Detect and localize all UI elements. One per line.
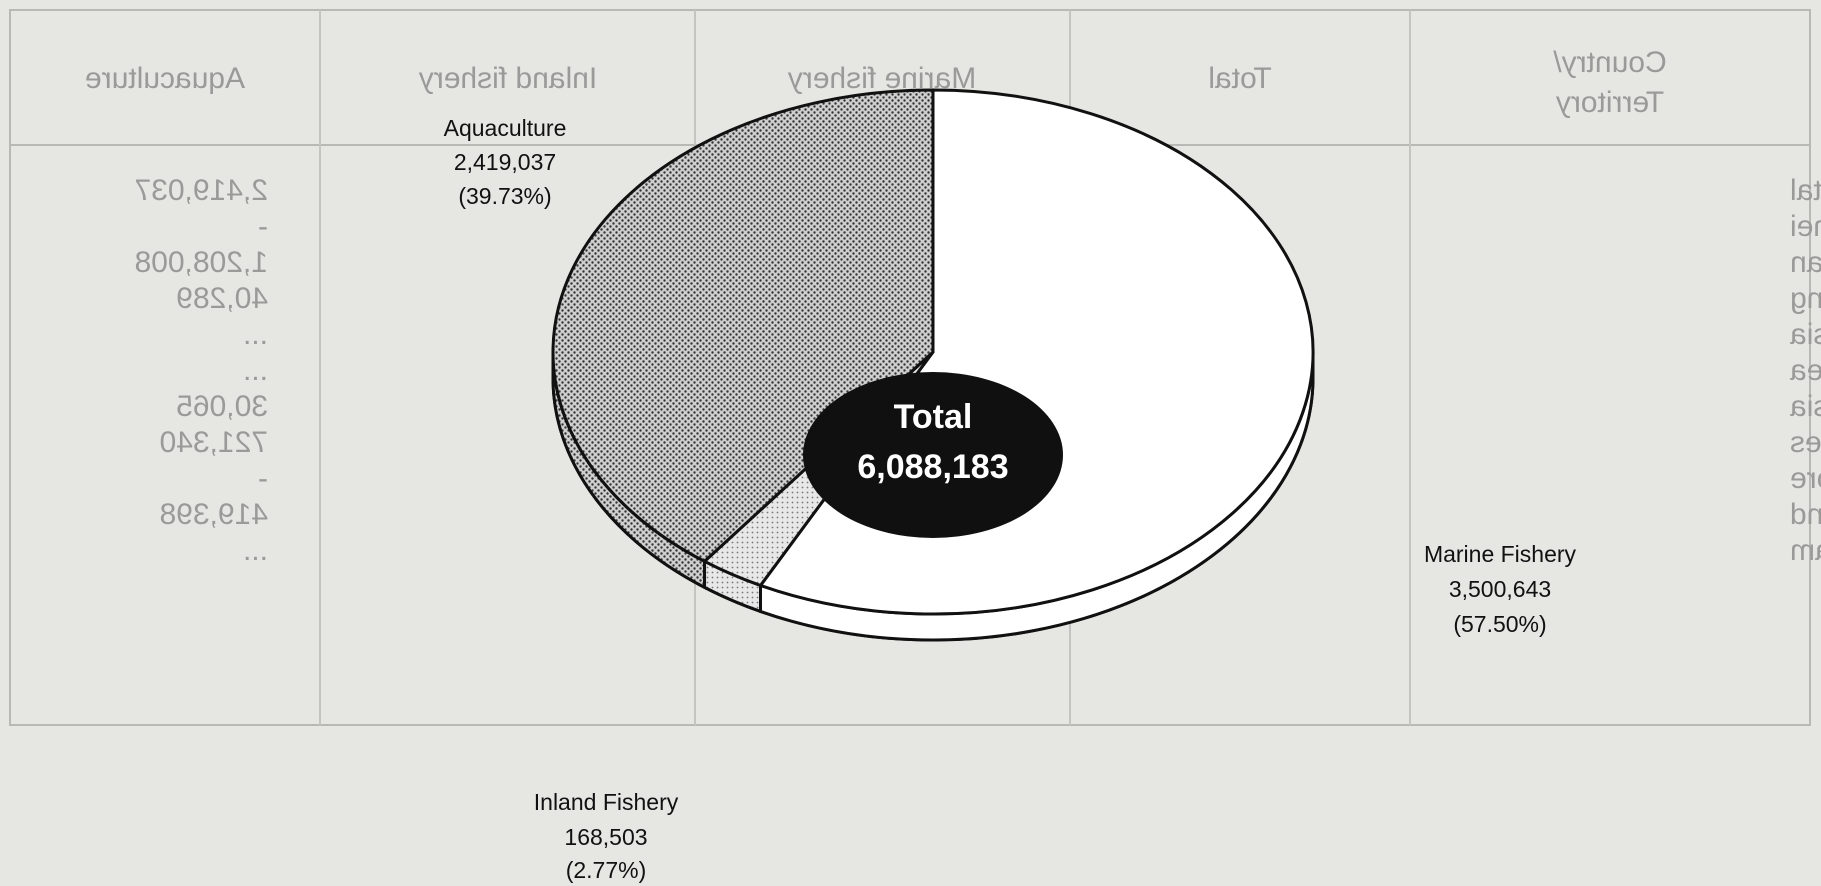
table-aquaculture-cell: 721,340 <box>160 426 268 459</box>
center-value: 6,088,183 <box>857 448 1008 486</box>
table-header-cell: Total <box>1208 62 1271 95</box>
table-aquaculture-cell: 40,289 <box>176 282 268 315</box>
table-header-cell: Aquaculture <box>85 62 245 95</box>
table-header-cell: Inland fishery <box>419 62 597 95</box>
table-country-cell: Kampuchea <box>1790 354 1821 387</box>
aquaculture-value: 2,419,037 <box>454 149 556 175</box>
table-aquaculture-cell: 1,208,008 <box>135 246 268 279</box>
table-aquaculture-cell: 419,398 <box>160 498 268 531</box>
table-country-cell: Singapore <box>1790 462 1821 495</box>
inland-fishery-value: 168,503 <box>564 824 647 850</box>
table-country-cell: Total <box>1790 174 1821 207</box>
table-aquaculture-cell: ... <box>243 534 268 567</box>
table-aquaculture-cell: ... <box>243 354 268 387</box>
table-header-cell: Territory <box>1556 86 1664 119</box>
inland-fishery-label: Inland Fishery <box>534 789 679 815</box>
center-title: Total <box>894 398 973 436</box>
marine-fishery-percent: (57.50%) <box>1453 611 1546 637</box>
marine-fishery-label: Marine Fishery <box>1424 541 1577 567</box>
table-aquaculture-cell: 2,419,037 <box>135 174 268 207</box>
table-country-cell: Malaysia <box>1790 390 1821 423</box>
table-country-cell: Taiwan <box>1790 246 1821 279</box>
table-country-cell: Hong Kong <box>1790 282 1821 315</box>
pie-center-disc <box>803 372 1063 538</box>
marine-fishery-value: 3,500,643 <box>1449 576 1551 602</box>
slice-labels: Aquaculture 2,419,037 (39.73%) Marine Fi… <box>444 115 1577 883</box>
table-country-cell: Brunei <box>1790 210 1821 243</box>
table-country-cell: Viet Nam <box>1790 534 1821 567</box>
pie-slice-aquaculture <box>551 88 935 563</box>
inland-fishery-percent: (2.77%) <box>566 857 647 883</box>
table-country-cell: Philippines <box>1790 426 1821 459</box>
table-header-cell: Country/ <box>1553 46 1667 79</box>
aquaculture-label: Aquaculture <box>444 115 567 141</box>
table-aquaculture-cell: 30,065 <box>176 390 268 423</box>
table-aquaculture-cell: - <box>258 462 268 495</box>
table-country-cell: Indonesia <box>1790 318 1821 351</box>
table-aquaculture-cell: - <box>258 210 268 243</box>
table-border <box>9 9 1811 726</box>
pie-chart: Total 6,088,183 <box>551 88 1315 642</box>
table-country-cell: Thailand <box>1790 498 1821 531</box>
table-aquaculture-cell: ... <box>243 318 268 351</box>
aquaculture-percent: (39.73%) <box>458 183 551 209</box>
